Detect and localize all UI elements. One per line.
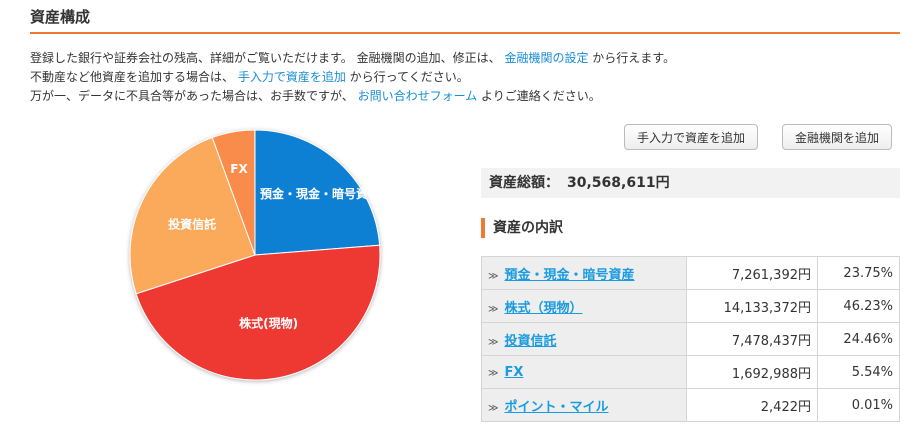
pie-slice [129, 136, 256, 295]
pie-label: 投資信託 [168, 216, 216, 231]
desc-text: 万が一、データに不具合等があった場合は、お手数ですが、 [30, 89, 358, 103]
category-cell: ≫ ポイント・マイル [481, 388, 687, 422]
percent-cell: 24.46% [817, 322, 900, 356]
breakdown-title: 資産の内訳 [481, 218, 563, 238]
percent-cell: 23.75% [817, 256, 900, 290]
description: 登録した銀行や証券会社の残高、詳細がご覧いただけます。 金融機関の追加、修正は、… [30, 49, 675, 106]
chevron-down-icon[interactable]: ≫ [488, 402, 499, 414]
pie-slice [254, 129, 381, 256]
chevron-down-icon[interactable]: ≫ [488, 367, 499, 379]
desc-text: から行ってください。 [345, 70, 469, 84]
page-title: 資産構成 [30, 8, 91, 26]
category-cell: ≫ FX [481, 355, 687, 389]
percent-cell: 46.23% [817, 289, 900, 323]
category-cell: ≫ 投資信託 [481, 322, 687, 356]
amount-cell: 7,261,392円 [686, 256, 818, 290]
add-institution-button[interactable]: 金融機関を追加 [782, 124, 893, 150]
total-value: 30,568,611円 [567, 175, 670, 191]
table-row: ≫ 預金・現金・暗号資産 7,261,392円 23.75% [481, 256, 900, 290]
pie-label: 預金・現金・暗号資 [260, 186, 368, 201]
amount-cell: 1,692,988円 [686, 355, 818, 389]
category-link[interactable]: 株式（現物） [504, 300, 583, 316]
table-row: ≫ 株式（現物） 14,133,372円 46.23% [481, 289, 900, 323]
contact-form-link[interactable]: お問い合わせフォーム [357, 89, 478, 103]
chevron-down-icon[interactable]: ≫ [488, 336, 499, 348]
pie-label: FX [230, 162, 248, 176]
chevron-down-icon[interactable]: ≫ [488, 303, 499, 315]
amount-cell: 14,133,372円 [686, 289, 818, 323]
manual-add-asset-button[interactable]: 手入力で資産を追加 [624, 124, 759, 150]
pie-label: 株式(現物) [239, 316, 298, 331]
desc-text: よりご連絡ください。 [477, 89, 601, 103]
desc-text: から行えます。 [588, 51, 676, 65]
percent-cell: 5.54% [817, 355, 900, 389]
category-link[interactable]: ポイント・マイル [504, 399, 609, 415]
category-link[interactable]: 預金・現金・暗号資産 [504, 267, 635, 283]
manual-add-link[interactable]: 手入力で資産を追加 [237, 70, 346, 84]
category-cell: ≫ 預金・現金・暗号資産 [481, 256, 687, 290]
pie-slice [135, 244, 381, 381]
percent-cell: 0.01% [817, 388, 900, 422]
total-label: 資産総額： [489, 175, 559, 191]
amount-cell: 2,422円 [686, 388, 818, 422]
table-row: ≫ FX 1,692,988円 5.54% [481, 355, 900, 389]
amount-cell: 7,478,437円 [686, 322, 818, 356]
total-assets: 資産総額： 30,568,611円 [481, 168, 900, 198]
title-divider [30, 32, 900, 34]
category-link[interactable]: FX [504, 364, 524, 380]
table-row: ≫ 投資信託 7,478,437円 24.46% [481, 322, 900, 356]
institution-settings-link[interactable]: 金融機関の設定 [504, 51, 589, 65]
category-link[interactable]: 投資信託 [504, 333, 557, 349]
desc-text: 登録した銀行や証券会社の残高、詳細がご覧いただけます。 金融機関の追加、修正は、 [30, 51, 505, 65]
breakdown-table: ≫ 預金・現金・暗号資産 7,261,392円 23.75% ≫ 株式（現物） 14,133… [481, 256, 900, 422]
desc-text: 不動産など他資産を追加する場合は、 [30, 70, 238, 84]
category-cell: ≫ 株式（現物） [481, 289, 687, 323]
chevron-down-icon[interactable]: ≫ [488, 270, 499, 282]
table-row: ≫ ポイント・マイル 2,422円 0.01% [481, 388, 900, 422]
